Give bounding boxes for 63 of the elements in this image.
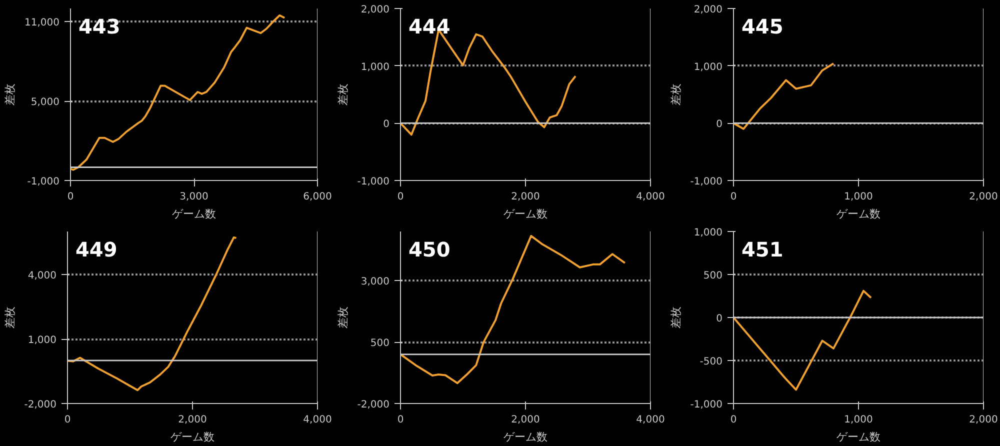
y-tick-label: 2,000 xyxy=(694,4,723,16)
x-tick-label: 4,000 xyxy=(636,192,665,202)
y-tick-label: 1,000 xyxy=(28,335,57,346)
x-tick-label: 1,000 xyxy=(844,414,873,426)
x-tick-label: 2,000 xyxy=(178,414,207,426)
x-axis-title: ゲーム数 xyxy=(172,208,216,220)
y-tick-label: 500 xyxy=(370,338,390,350)
x-tick-label: 3,000 xyxy=(180,192,208,202)
x-tick-label: 0 xyxy=(64,414,71,426)
y-tick-label: 0 xyxy=(716,119,723,130)
line-series xyxy=(68,236,238,392)
x-tick-label: 0 xyxy=(397,414,404,426)
x-tick-label: 0 xyxy=(67,192,74,202)
x-tick-label: 0 xyxy=(730,192,737,202)
x-tick-label: 2,000 xyxy=(511,414,540,426)
y-tick-label: 500 xyxy=(703,270,723,282)
y-tick-label: -1,000 xyxy=(27,176,60,188)
y-axis-title: 差枚 xyxy=(669,84,682,106)
y-tick-label: -1,000 xyxy=(690,176,723,188)
chart-title: 451 xyxy=(742,238,784,262)
y-tick-label: 0 xyxy=(716,314,723,324)
x-axis-title: ゲーム数 xyxy=(836,430,880,444)
y-tick-label: 0 xyxy=(383,119,390,130)
line-series xyxy=(734,62,834,130)
y-tick-label: 11,000 xyxy=(24,18,60,29)
x-tick-label: 0 xyxy=(730,414,737,426)
x-tick-label: 0 xyxy=(397,192,404,202)
y-tick-label: 1,000 xyxy=(360,62,390,73)
y-axis-title: 差枚 xyxy=(4,84,17,106)
y-tick-label: 2,000 xyxy=(360,4,390,16)
y-axis-title: 差枚 xyxy=(336,84,350,106)
y-axis-title: 差枚 xyxy=(336,306,350,328)
chart-title: 445 xyxy=(742,14,784,38)
x-tick-label: 2,000 xyxy=(969,414,998,426)
x-tick-label: 2,000 xyxy=(969,192,998,202)
x-tick-label: 2,000 xyxy=(511,192,540,202)
y-tick-label: 4,000 xyxy=(28,270,57,282)
y-tick-label: 1,000 xyxy=(694,62,723,73)
y-tick-label: -2,000 xyxy=(24,400,57,410)
y-tick-label: -2,000 xyxy=(357,400,390,410)
y-tick-label: 1,000 xyxy=(694,228,723,238)
y-axis-title: 差枚 xyxy=(669,306,682,328)
chart-title: 450 xyxy=(408,238,450,262)
x-tick-label: 4,000 xyxy=(636,414,665,426)
chart-title: 443 xyxy=(78,14,120,38)
y-tick-label: 5,000 xyxy=(30,97,60,108)
x-axis-title: ゲーム数 xyxy=(836,208,880,220)
y-tick-label: -1,000 xyxy=(690,400,723,410)
chart-title: 449 xyxy=(76,238,118,262)
y-axis-title: 差枚 xyxy=(3,306,16,328)
line-series xyxy=(70,14,286,171)
y-tick-label: -1,000 xyxy=(357,176,390,188)
line-series xyxy=(734,290,872,391)
x-axis-title: ゲーム数 xyxy=(170,430,214,444)
chart-title: 444 xyxy=(408,14,450,38)
x-tick-label: 4,000 xyxy=(303,414,332,426)
x-tick-label: 6,000 xyxy=(303,192,332,202)
x-tick-label: 1,000 xyxy=(844,192,873,202)
y-tick-label: -500 xyxy=(700,356,723,368)
x-axis-title: ゲーム数 xyxy=(504,430,548,444)
x-axis-title: ゲーム数 xyxy=(504,208,548,220)
line-series xyxy=(400,234,626,384)
y-tick-label: 3,000 xyxy=(360,276,390,288)
